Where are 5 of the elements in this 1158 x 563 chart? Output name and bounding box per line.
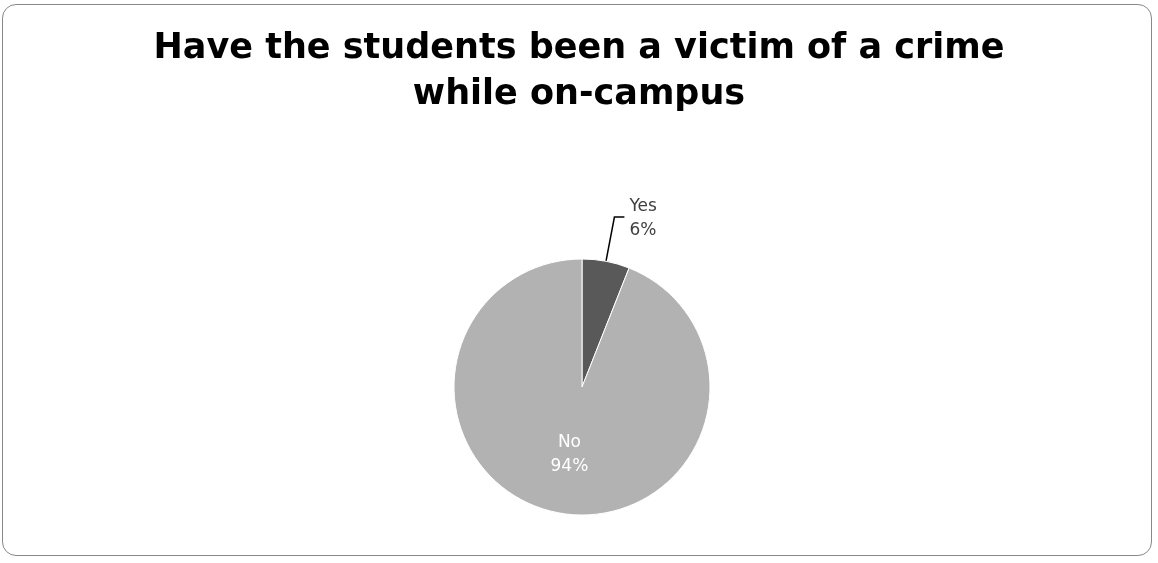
- slice-label: No: [557, 430, 582, 451]
- data-label: 94%: [550, 454, 589, 475]
- data-label: 6%: [629, 219, 657, 240]
- slice-label: Yes: [628, 195, 657, 216]
- chart-title: Have the students been a victim of a crime while on-campus: [153, 26, 1005, 112]
